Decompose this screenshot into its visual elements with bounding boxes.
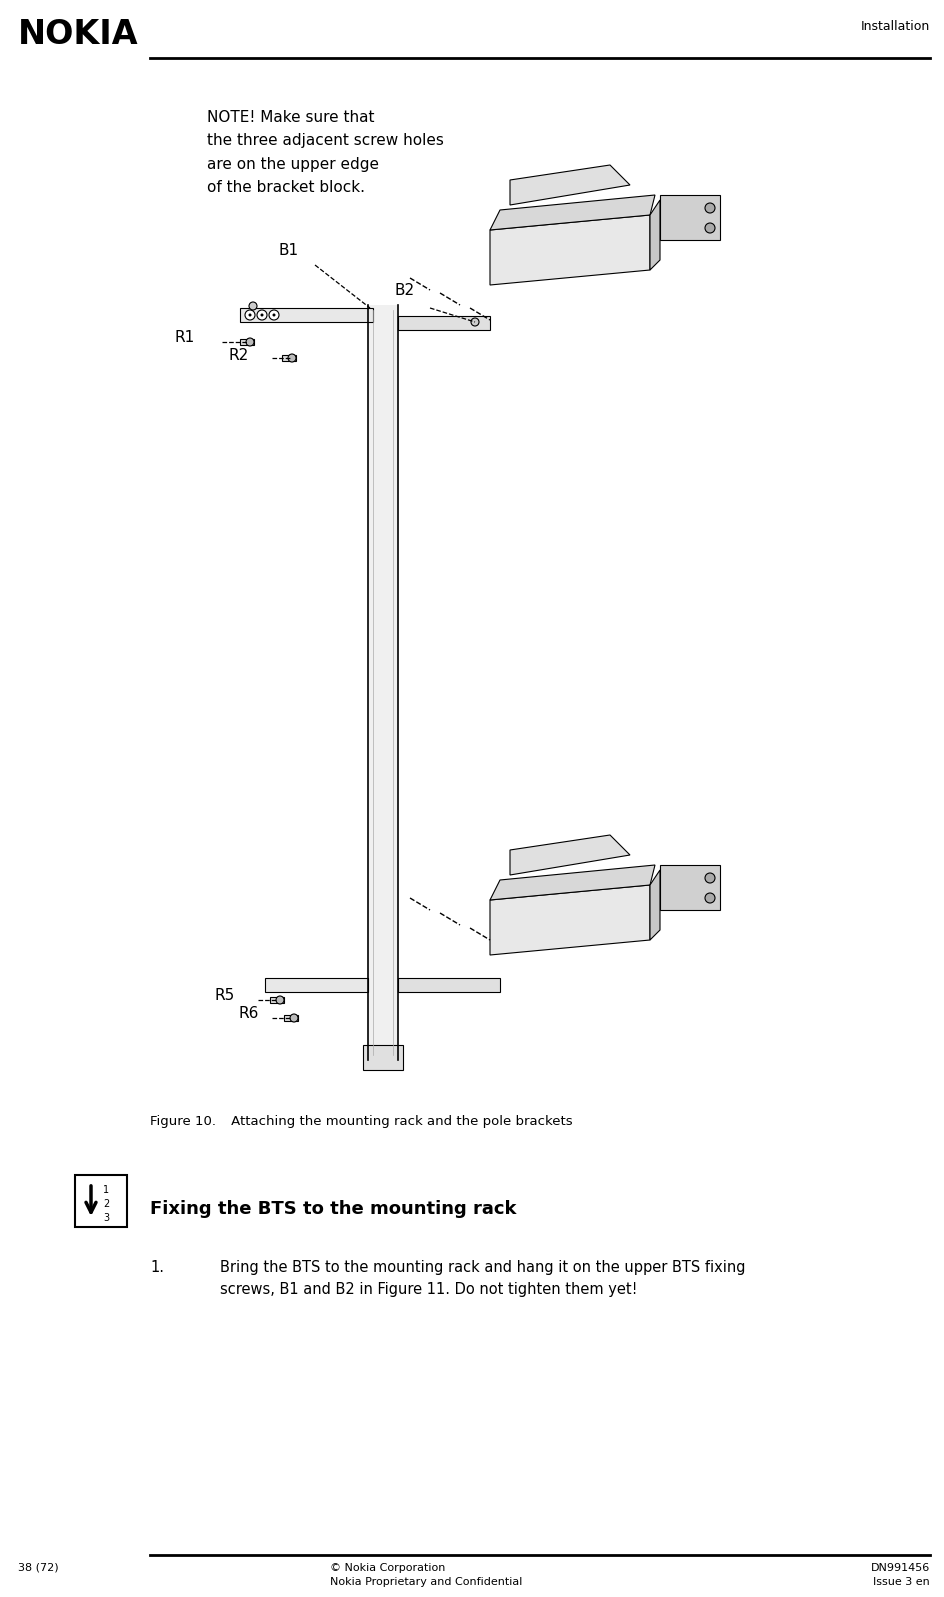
Text: Nokia Proprietary and Confidential: Nokia Proprietary and Confidential bbox=[329, 1576, 522, 1587]
Polygon shape bbox=[659, 195, 719, 240]
Polygon shape bbox=[490, 866, 654, 901]
Bar bbox=[240, 339, 254, 345]
Circle shape bbox=[276, 997, 284, 1005]
Polygon shape bbox=[649, 870, 659, 941]
Bar bbox=[362, 1044, 402, 1070]
Polygon shape bbox=[264, 977, 367, 992]
Circle shape bbox=[248, 302, 257, 310]
Circle shape bbox=[704, 874, 715, 883]
Bar bbox=[284, 1016, 297, 1020]
Text: © Nokia Corporation: © Nokia Corporation bbox=[329, 1563, 445, 1573]
Circle shape bbox=[248, 313, 251, 316]
Text: 38 (72): 38 (72) bbox=[18, 1563, 59, 1573]
Circle shape bbox=[704, 203, 715, 212]
Polygon shape bbox=[510, 835, 630, 875]
Polygon shape bbox=[397, 977, 499, 992]
Bar bbox=[281, 355, 295, 361]
Circle shape bbox=[290, 1014, 297, 1022]
Polygon shape bbox=[490, 195, 654, 230]
Text: NOKIA: NOKIA bbox=[18, 18, 139, 51]
Text: R2: R2 bbox=[228, 348, 248, 363]
Text: 1: 1 bbox=[103, 1185, 109, 1195]
Polygon shape bbox=[510, 164, 630, 204]
Bar bbox=[367, 305, 397, 1060]
Polygon shape bbox=[397, 316, 490, 331]
Text: Figure 10.   Attaching the mounting rack and the pole brackets: Figure 10. Attaching the mounting rack a… bbox=[150, 1115, 572, 1127]
Text: R1: R1 bbox=[175, 331, 195, 345]
Circle shape bbox=[272, 313, 276, 316]
Circle shape bbox=[704, 224, 715, 233]
Circle shape bbox=[288, 355, 295, 363]
Polygon shape bbox=[490, 216, 649, 284]
Circle shape bbox=[704, 893, 715, 902]
Text: B2: B2 bbox=[395, 283, 414, 299]
Text: Fixing the BTS to the mounting rack: Fixing the BTS to the mounting rack bbox=[150, 1199, 516, 1219]
Polygon shape bbox=[659, 866, 719, 910]
Text: Installation: Installation bbox=[860, 21, 929, 34]
Text: 1.: 1. bbox=[150, 1260, 164, 1274]
Polygon shape bbox=[490, 885, 649, 955]
Text: Bring the BTS to the mounting rack and hang it on the upper BTS fixing
screws, B: Bring the BTS to the mounting rack and h… bbox=[220, 1260, 745, 1297]
Polygon shape bbox=[240, 308, 373, 323]
Text: B1: B1 bbox=[278, 243, 297, 259]
Text: NOTE! Make sure that
the three adjacent screw holes
are on the upper edge
of the: NOTE! Make sure that the three adjacent … bbox=[207, 110, 444, 195]
Text: DN991456: DN991456 bbox=[869, 1563, 929, 1573]
Text: Issue 3 en: Issue 3 en bbox=[872, 1576, 929, 1587]
Circle shape bbox=[261, 313, 263, 316]
Text: 2: 2 bbox=[103, 1199, 110, 1209]
Bar bbox=[270, 997, 284, 1003]
Circle shape bbox=[257, 310, 267, 319]
Circle shape bbox=[269, 310, 278, 319]
Polygon shape bbox=[649, 200, 659, 270]
Circle shape bbox=[245, 339, 254, 347]
Text: R6: R6 bbox=[238, 1006, 258, 1022]
Bar bbox=[75, 1175, 126, 1226]
Text: 3: 3 bbox=[103, 1214, 109, 1223]
Circle shape bbox=[244, 310, 255, 319]
Circle shape bbox=[470, 318, 479, 326]
Text: R5: R5 bbox=[215, 989, 235, 1003]
